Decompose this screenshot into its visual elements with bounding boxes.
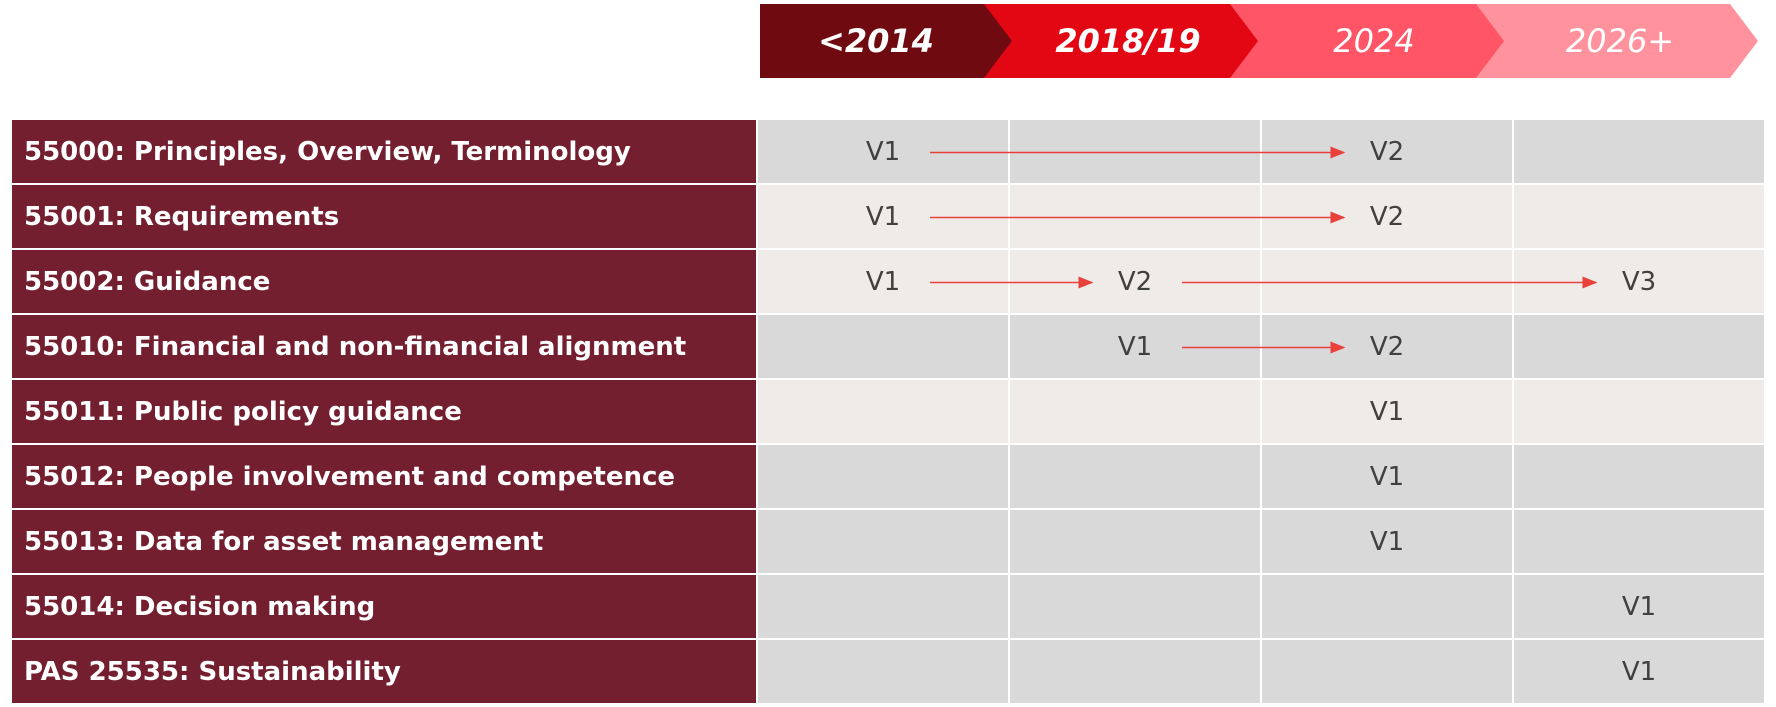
version-cell	[1008, 378, 1262, 445]
version-cell: V1	[1512, 638, 1766, 705]
table-row: 55001: Requirements V1 V2	[10, 183, 1766, 250]
version-cell: V3	[1512, 248, 1766, 315]
timeline-chevron-4	[1476, 4, 1758, 78]
standard-label: 55013: Data for asset management	[10, 508, 758, 575]
table-row: 55014: Decision making V1	[10, 573, 1766, 640]
standard-label: 55011: Public policy guidance	[10, 378, 758, 445]
standard-label: 55002: Guidance	[10, 248, 758, 315]
version-cell	[1260, 573, 1514, 640]
version-cell	[1512, 183, 1766, 250]
version-cell	[1008, 638, 1262, 705]
table-row: 55002: Guidance V1 V2 V3	[10, 248, 1766, 315]
timeline-chevron-3	[1230, 4, 1512, 78]
version-cell	[756, 443, 1010, 510]
version-cell: V1	[1260, 443, 1514, 510]
version-cell: V2	[1260, 313, 1514, 380]
standard-label: PAS 25535: Sustainability	[10, 638, 758, 705]
version-cell	[756, 638, 1010, 705]
standard-label: 55012: People involvement and competence	[10, 443, 758, 510]
version-cell	[1512, 313, 1766, 380]
version-cell	[756, 573, 1010, 640]
standard-label: 55014: Decision making	[10, 573, 758, 640]
version-cell	[1008, 118, 1262, 185]
table-row: 55013: Data for asset management V1	[10, 508, 1766, 575]
standard-label: 55000: Principles, Overview, Terminology	[10, 118, 758, 185]
version-cell: V1	[1512, 573, 1766, 640]
version-cell	[1260, 638, 1514, 705]
version-cell: V1	[1260, 378, 1514, 445]
table-row: 55000: Principles, Overview, Terminology…	[10, 118, 1766, 185]
version-cell	[1008, 508, 1262, 575]
timeline-header: <2014 2018/19 2024 2026+	[760, 4, 1758, 78]
version-cell	[1260, 248, 1514, 315]
standards-table: 55000: Principles, Overview, Terminology…	[10, 118, 1766, 705]
table-row: 55011: Public policy guidance V1	[10, 378, 1766, 445]
standard-label: 55001: Requirements	[10, 183, 758, 250]
table-row: PAS 25535: Sustainability V1	[10, 638, 1766, 705]
version-cell: V2	[1260, 183, 1514, 250]
table-row: 55012: People involvement and competence…	[10, 443, 1766, 510]
timeline-chevron-2	[984, 4, 1266, 78]
version-cell	[756, 313, 1010, 380]
timeline-period-label: 2026+	[1566, 22, 1674, 60]
version-cell: V1	[756, 183, 1010, 250]
version-cell: V2	[1260, 118, 1514, 185]
version-cell	[1512, 508, 1766, 575]
version-cell: V1	[1008, 313, 1262, 380]
version-cell: V1	[756, 118, 1010, 185]
version-cell	[1008, 183, 1262, 250]
version-cell: V2	[1008, 248, 1262, 315]
version-cell	[756, 508, 1010, 575]
standard-label: 55010: Financial and non-financial align…	[10, 313, 758, 380]
timeline-period-label: <2014	[818, 22, 934, 60]
timeline-chevron-1	[760, 4, 1020, 78]
version-cell	[1512, 443, 1766, 510]
version-cell	[1512, 378, 1766, 445]
version-cell	[756, 378, 1010, 445]
version-cell	[1008, 443, 1262, 510]
version-cell	[1512, 118, 1766, 185]
version-cell	[1008, 573, 1262, 640]
version-cell: V1	[756, 248, 1010, 315]
version-cell: V1	[1260, 508, 1514, 575]
timeline-period-label: 2018/19	[1055, 22, 1200, 60]
table-row: 55010: Financial and non-financial align…	[10, 313, 1766, 380]
timeline-period-label: 2024	[1333, 22, 1414, 60]
